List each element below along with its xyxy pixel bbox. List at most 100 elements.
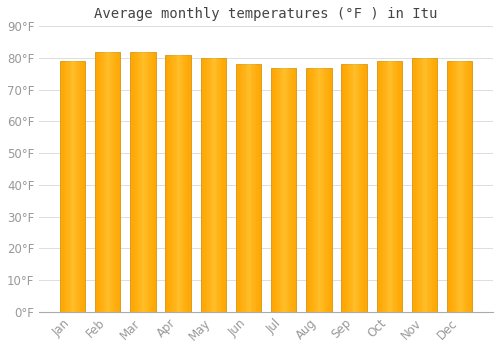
Bar [390, 61, 392, 312]
Bar [412, 58, 413, 312]
Bar [254, 64, 255, 312]
Bar [471, 61, 472, 312]
Bar [326, 68, 328, 312]
Bar [183, 55, 184, 312]
Bar [247, 64, 248, 312]
Bar [238, 64, 240, 312]
Bar [450, 61, 451, 312]
Bar [397, 61, 398, 312]
Bar [278, 68, 280, 312]
Bar [146, 52, 148, 312]
Bar [214, 58, 216, 312]
Bar [454, 61, 456, 312]
Bar [95, 52, 96, 312]
Bar [168, 55, 169, 312]
Bar [136, 52, 138, 312]
Bar [393, 61, 394, 312]
Bar [248, 64, 250, 312]
Bar [306, 68, 332, 312]
Bar [118, 52, 119, 312]
Bar [281, 68, 282, 312]
Bar [447, 61, 472, 312]
Bar [240, 64, 241, 312]
Bar [431, 58, 432, 312]
Bar [424, 58, 426, 312]
Bar [78, 61, 79, 312]
Bar [330, 68, 332, 312]
Bar [462, 61, 464, 312]
Bar [460, 61, 461, 312]
Bar [144, 52, 146, 312]
Bar [378, 61, 379, 312]
Bar [142, 52, 143, 312]
Bar [280, 68, 281, 312]
Bar [206, 58, 207, 312]
Bar [211, 58, 212, 312]
Bar [260, 64, 261, 312]
Bar [236, 64, 237, 312]
Bar [176, 55, 177, 312]
Bar [95, 52, 120, 312]
Bar [434, 58, 436, 312]
Bar [98, 52, 99, 312]
Bar [255, 64, 256, 312]
Bar [284, 68, 285, 312]
Bar [290, 68, 292, 312]
Bar [133, 52, 134, 312]
Bar [464, 61, 465, 312]
Bar [207, 58, 208, 312]
Bar [252, 64, 254, 312]
Bar [208, 58, 210, 312]
Bar [250, 64, 251, 312]
Bar [308, 68, 309, 312]
Bar [271, 68, 296, 312]
Bar [292, 68, 294, 312]
Bar [456, 61, 457, 312]
Bar [350, 64, 352, 312]
Bar [166, 55, 168, 312]
Bar [76, 61, 78, 312]
Bar [358, 64, 359, 312]
Bar [82, 61, 84, 312]
Bar [169, 55, 170, 312]
Bar [217, 58, 218, 312]
Bar [138, 52, 139, 312]
Bar [202, 58, 203, 312]
Bar [448, 61, 450, 312]
Bar [342, 64, 344, 312]
Bar [68, 61, 70, 312]
Bar [256, 64, 258, 312]
Bar [420, 58, 422, 312]
Bar [65, 61, 66, 312]
Bar [186, 55, 187, 312]
Bar [150, 52, 152, 312]
Bar [328, 68, 329, 312]
Bar [114, 52, 116, 312]
Bar [329, 68, 330, 312]
Bar [383, 61, 384, 312]
Bar [388, 61, 390, 312]
Bar [466, 61, 468, 312]
Bar [104, 52, 105, 312]
Bar [285, 68, 286, 312]
Bar [251, 64, 252, 312]
Bar [366, 64, 367, 312]
Bar [364, 64, 366, 312]
Bar [204, 58, 206, 312]
Bar [414, 58, 416, 312]
Bar [244, 64, 246, 312]
Bar [428, 58, 430, 312]
Bar [182, 55, 183, 312]
Bar [75, 61, 76, 312]
Bar [110, 52, 112, 312]
Bar [342, 64, 367, 312]
Bar [224, 58, 226, 312]
Bar [376, 61, 378, 312]
Bar [148, 52, 149, 312]
Bar [412, 58, 437, 312]
Bar [241, 64, 242, 312]
Bar [356, 64, 358, 312]
Bar [315, 68, 316, 312]
Bar [306, 68, 308, 312]
Bar [430, 58, 431, 312]
